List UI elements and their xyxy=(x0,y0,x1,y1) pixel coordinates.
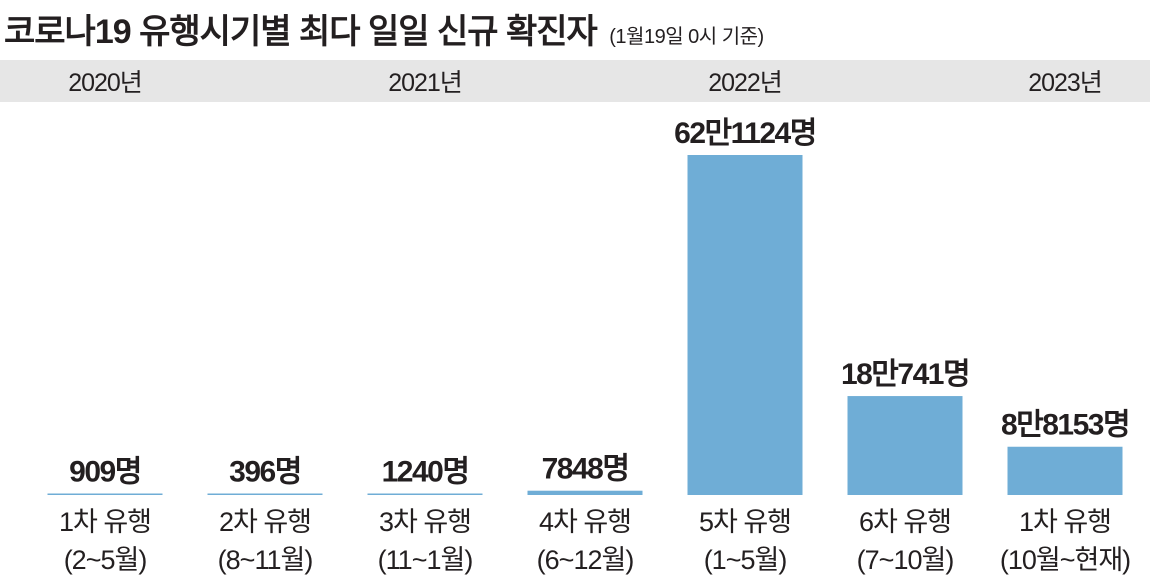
value-label-4: 7848명 xyxy=(542,453,629,486)
year-label-1: 2020년 xyxy=(68,69,143,97)
chart-title: 코로나19 유행시기별 최다 일일 신규 확진자 xyxy=(4,13,598,51)
year-label-4: 2023년 xyxy=(1028,69,1103,97)
category-label-7-wave: 1차 유행 xyxy=(1019,507,1111,537)
bar-7 xyxy=(1007,446,1123,495)
category-label-6-period: (7~10월) xyxy=(857,545,954,575)
bar-2 xyxy=(207,493,323,495)
year-label-2: 2021년 xyxy=(388,69,463,97)
category-label-6-wave: 6차 유행 xyxy=(859,507,951,537)
value-label-5: 62만1124명 xyxy=(674,117,816,150)
category-label-3-wave: 3차 유행 xyxy=(379,507,471,537)
category-label-2-wave: 2차 유행 xyxy=(219,507,311,537)
category-label-5-wave: 5차 유행 xyxy=(699,507,791,537)
bar-4 xyxy=(527,490,643,495)
category-label-5-period: (1~5월) xyxy=(704,545,787,575)
category-label-7-period: (10월~현재) xyxy=(1000,545,1130,575)
category-labels-group: 1차 유행 (2~5월) 2차 유행 (8~11월) 3차 유행 (11~1월) 4차 유행… xyxy=(59,507,1131,575)
bar-6 xyxy=(847,396,963,495)
value-label-3: 1240명 xyxy=(382,456,469,489)
bars-group xyxy=(47,155,1123,495)
bar-5 xyxy=(687,155,803,495)
title-row: 코로나19 유행시기별 최다 일일 신규 확진자 (1월19일 0시 기준) xyxy=(4,4,764,52)
value-label-6: 18만741명 xyxy=(841,358,969,391)
category-label-1-period: (2~5월) xyxy=(64,545,147,575)
value-label-2: 396명 xyxy=(229,456,301,489)
category-label-2-period: (8~11월) xyxy=(218,545,313,575)
value-labels-group: 909명 396명 1240명 7848명 62만1124명 18만741명 8만8153명 xyxy=(69,117,1130,489)
value-label-7: 8만8153명 xyxy=(1001,409,1129,442)
category-label-3-period: (11~1월) xyxy=(378,545,473,575)
bar-3 xyxy=(367,493,483,495)
chart-subtitle: (1월19일 0시 기준) xyxy=(609,26,764,48)
category-label-4-wave: 4차 유행 xyxy=(539,507,631,537)
value-label-1: 909명 xyxy=(69,456,141,489)
year-label-3: 2022년 xyxy=(708,69,783,97)
category-label-4-period: (6~12월) xyxy=(537,545,634,575)
bar-1 xyxy=(47,493,163,495)
year-band xyxy=(0,60,1150,102)
category-label-1-wave: 1차 유행 xyxy=(59,507,151,537)
